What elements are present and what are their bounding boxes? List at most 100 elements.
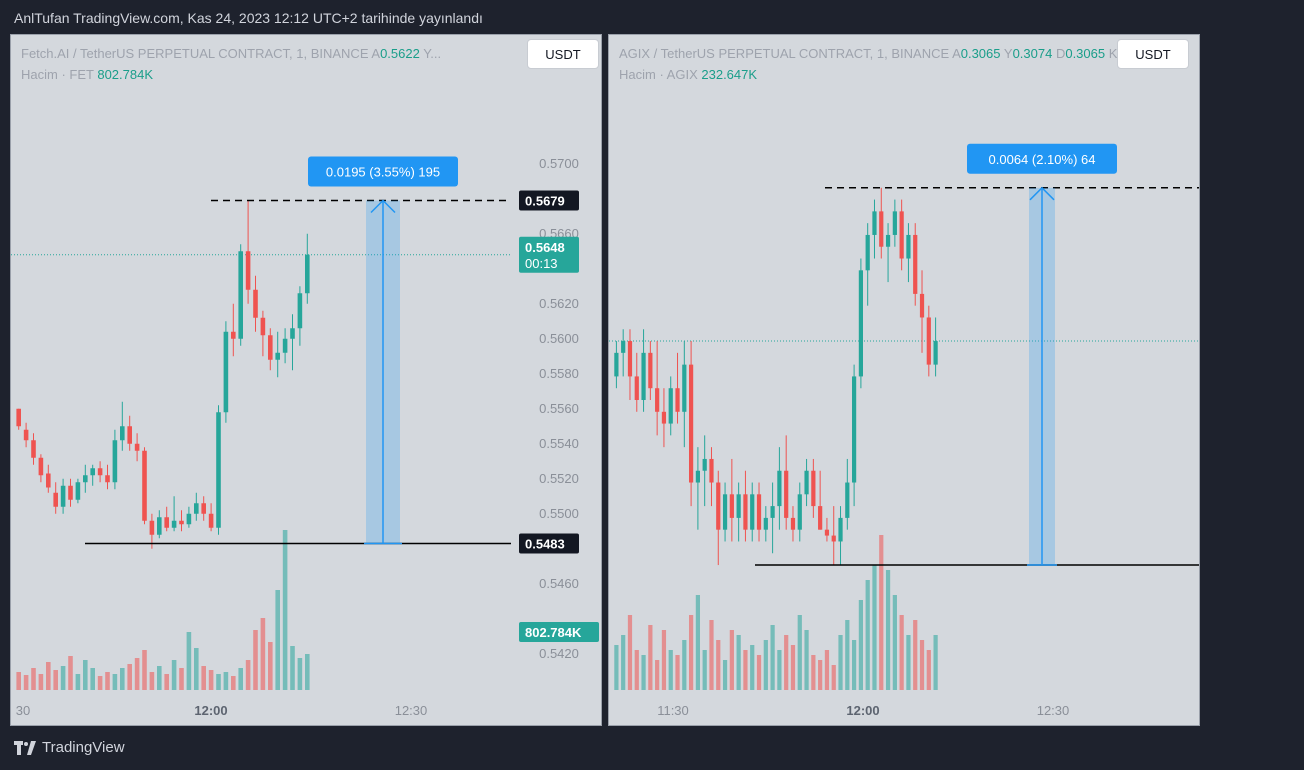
- candle-body: [194, 503, 199, 514]
- candle-body: [260, 317, 266, 336]
- measure-label-box: [308, 156, 458, 187]
- candle-body: [75, 482, 81, 500]
- candle-body: [899, 211, 904, 259]
- price-tick-label: 0.5420: [539, 646, 579, 661]
- ohlc-open-value: 0.5622: [380, 46, 420, 61]
- volume-bar: [716, 640, 721, 690]
- candle-body: [268, 335, 273, 360]
- countdown-tag: 00:13: [525, 256, 558, 271]
- candle-body: [763, 517, 768, 530]
- volume-bar: [268, 642, 273, 690]
- candle-body: [784, 470, 789, 518]
- ohlc-high-value: 0.3074: [1012, 46, 1053, 61]
- candle-body: [913, 234, 918, 294]
- volume-bar: [83, 660, 88, 690]
- candle-body: [23, 429, 29, 441]
- candle-body: [164, 517, 169, 528]
- volume-bar: [97, 676, 103, 690]
- candle-body: [245, 251, 251, 290]
- volume-bar: [305, 654, 310, 690]
- candle-body: [770, 506, 775, 518]
- volume-bar: [926, 650, 931, 690]
- measure-label-box: [967, 143, 1117, 174]
- volume-bar: [906, 635, 911, 690]
- volume-bar: [851, 640, 857, 690]
- volume-bar: [668, 650, 673, 690]
- candle-body: [223, 331, 229, 413]
- candle-body: [885, 234, 891, 247]
- volume-bar: [142, 650, 147, 690]
- candle-body: [811, 470, 816, 507]
- volume-bar: [688, 615, 694, 690]
- tradingview-brand[interactable]: TradingView: [14, 739, 125, 756]
- price-tick-label: 0.5600: [539, 331, 579, 346]
- candle-body: [750, 494, 755, 530]
- candle-body: [171, 520, 177, 528]
- candle-body: [716, 482, 721, 530]
- volume-bar: [804, 630, 809, 690]
- price-tick-label: 0.5620: [539, 296, 579, 311]
- candle-body: [688, 364, 694, 483]
- volume-bar: [818, 660, 823, 690]
- candle-body: [838, 517, 843, 542]
- volume-bar: [297, 658, 303, 690]
- candle-body: [641, 352, 646, 400]
- volume-legend: Hacim · FET 802.784K: [21, 67, 153, 82]
- volume-bar: [290, 646, 295, 690]
- ohlc-low-label: D: [1055, 46, 1066, 61]
- volume-bar: [702, 650, 707, 690]
- volume-bar: [661, 630, 667, 690]
- candle-body: [722, 494, 728, 530]
- candle-body: [695, 470, 701, 483]
- volume-bar: [23, 675, 29, 690]
- candle-body: [661, 411, 667, 424]
- candle-body: [31, 440, 36, 458]
- volume-bar: [223, 672, 229, 690]
- time-tick-label: 12:00: [194, 703, 227, 718]
- last-price-tag: 0.5648: [525, 240, 565, 255]
- candle-body: [709, 458, 714, 483]
- volume-bar: [186, 632, 192, 690]
- candle-body: [797, 494, 802, 530]
- ohlc-open-value: 0.3065: [960, 46, 1001, 61]
- chart-panel-fet[interactable]: 0.5700 0.5660 0.5620 0.5600 0.5580 0.5560 0.55…: [10, 34, 602, 726]
- volume-bar: [872, 565, 877, 690]
- candle-body: [90, 468, 95, 476]
- chart-canvas-agix[interactable]: 0.31000.30900.30800.30700.30600.30500.30…: [609, 35, 1200, 726]
- candle-body: [668, 388, 673, 424]
- support-price-tag-box: [519, 533, 579, 554]
- volume-bar: [777, 650, 782, 690]
- candle-body: [892, 211, 897, 235]
- measure-arrow-head: [1029, 186, 1055, 201]
- ohlc-open-label: A: [371, 46, 381, 61]
- volume-value: 802.784K: [97, 67, 154, 82]
- candle-body: [627, 341, 633, 377]
- candle-body: [933, 341, 938, 365]
- ohlc-low-value: 0.3065: [1065, 46, 1106, 61]
- candle-body: [186, 513, 192, 525]
- candle-body: [208, 513, 214, 528]
- candle-body: [743, 494, 748, 530]
- candle-body: [68, 485, 73, 500]
- volume-bar: [16, 672, 21, 690]
- candle-body: [60, 485, 66, 507]
- candle-body: [872, 211, 877, 235]
- volume-bar: [750, 645, 755, 690]
- volume-bar: [913, 620, 918, 690]
- currency-button[interactable]: USDT: [527, 39, 599, 69]
- currency-button[interactable]: USDT: [1117, 39, 1189, 69]
- price-tick-label: 0.5500: [539, 506, 579, 521]
- candle-body: [729, 494, 734, 518]
- symbol-legend: Fetch.AI / TetherUS PERPETUAL CONTRACT, …: [21, 46, 441, 61]
- volume-bar: [695, 595, 701, 690]
- price-tick-label: 0.5580: [539, 366, 579, 381]
- chart-panel-agix[interactable]: 0.31000.30900.30800.30700.30600.30500.30…: [608, 34, 1200, 726]
- chart-canvas-fet[interactable]: 0.57000.56600.56200.56000.55800.55600.55…: [11, 35, 602, 726]
- volume-bar: [208, 670, 214, 690]
- candle-body: [282, 338, 288, 353]
- time-tick-label: 12:00: [846, 703, 879, 718]
- candle-body: [157, 517, 162, 535]
- symbol-title: Fetch.AI / TetherUS PERPETUAL CONTRACT, …: [21, 46, 369, 61]
- candle-body: [290, 328, 295, 339]
- volume-bar: [260, 618, 266, 690]
